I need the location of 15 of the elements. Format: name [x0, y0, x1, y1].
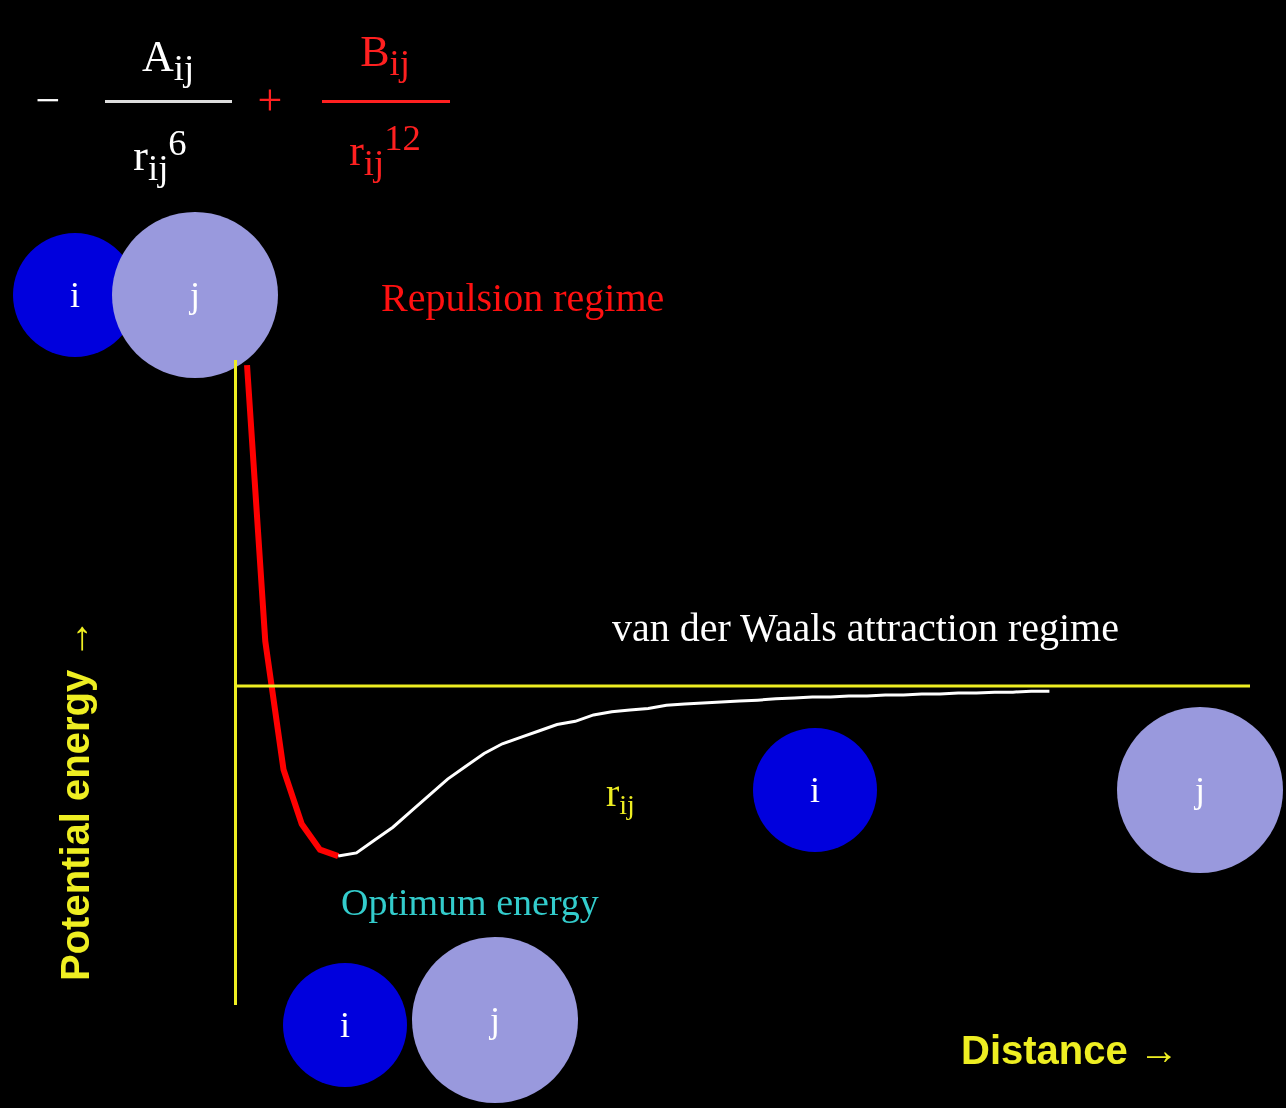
text: + — [257, 74, 283, 126]
text: Repulsion regime — [381, 275, 665, 320]
text: A$_{ij}$ — [141, 30, 195, 90]
sphere-icon: i — [283, 963, 407, 1087]
sphere-icon: j — [1117, 707, 1283, 873]
sphere-icon: j — [112, 212, 278, 378]
text: − — [35, 74, 61, 126]
sphere-icon: i — [753, 728, 877, 852]
text: Optimum energy — [341, 881, 599, 923]
y-axis-title: Potential energy → — [53, 618, 97, 981]
sphere-icon: j — [412, 937, 578, 1103]
text: B$_{ij}$ — [360, 25, 410, 85]
x-axis-title: Distance → — [961, 1028, 1179, 1072]
annotation: van der Waals attraction regime — [612, 605, 1119, 650]
annotation: r$_{ij}$ — [606, 770, 635, 821]
